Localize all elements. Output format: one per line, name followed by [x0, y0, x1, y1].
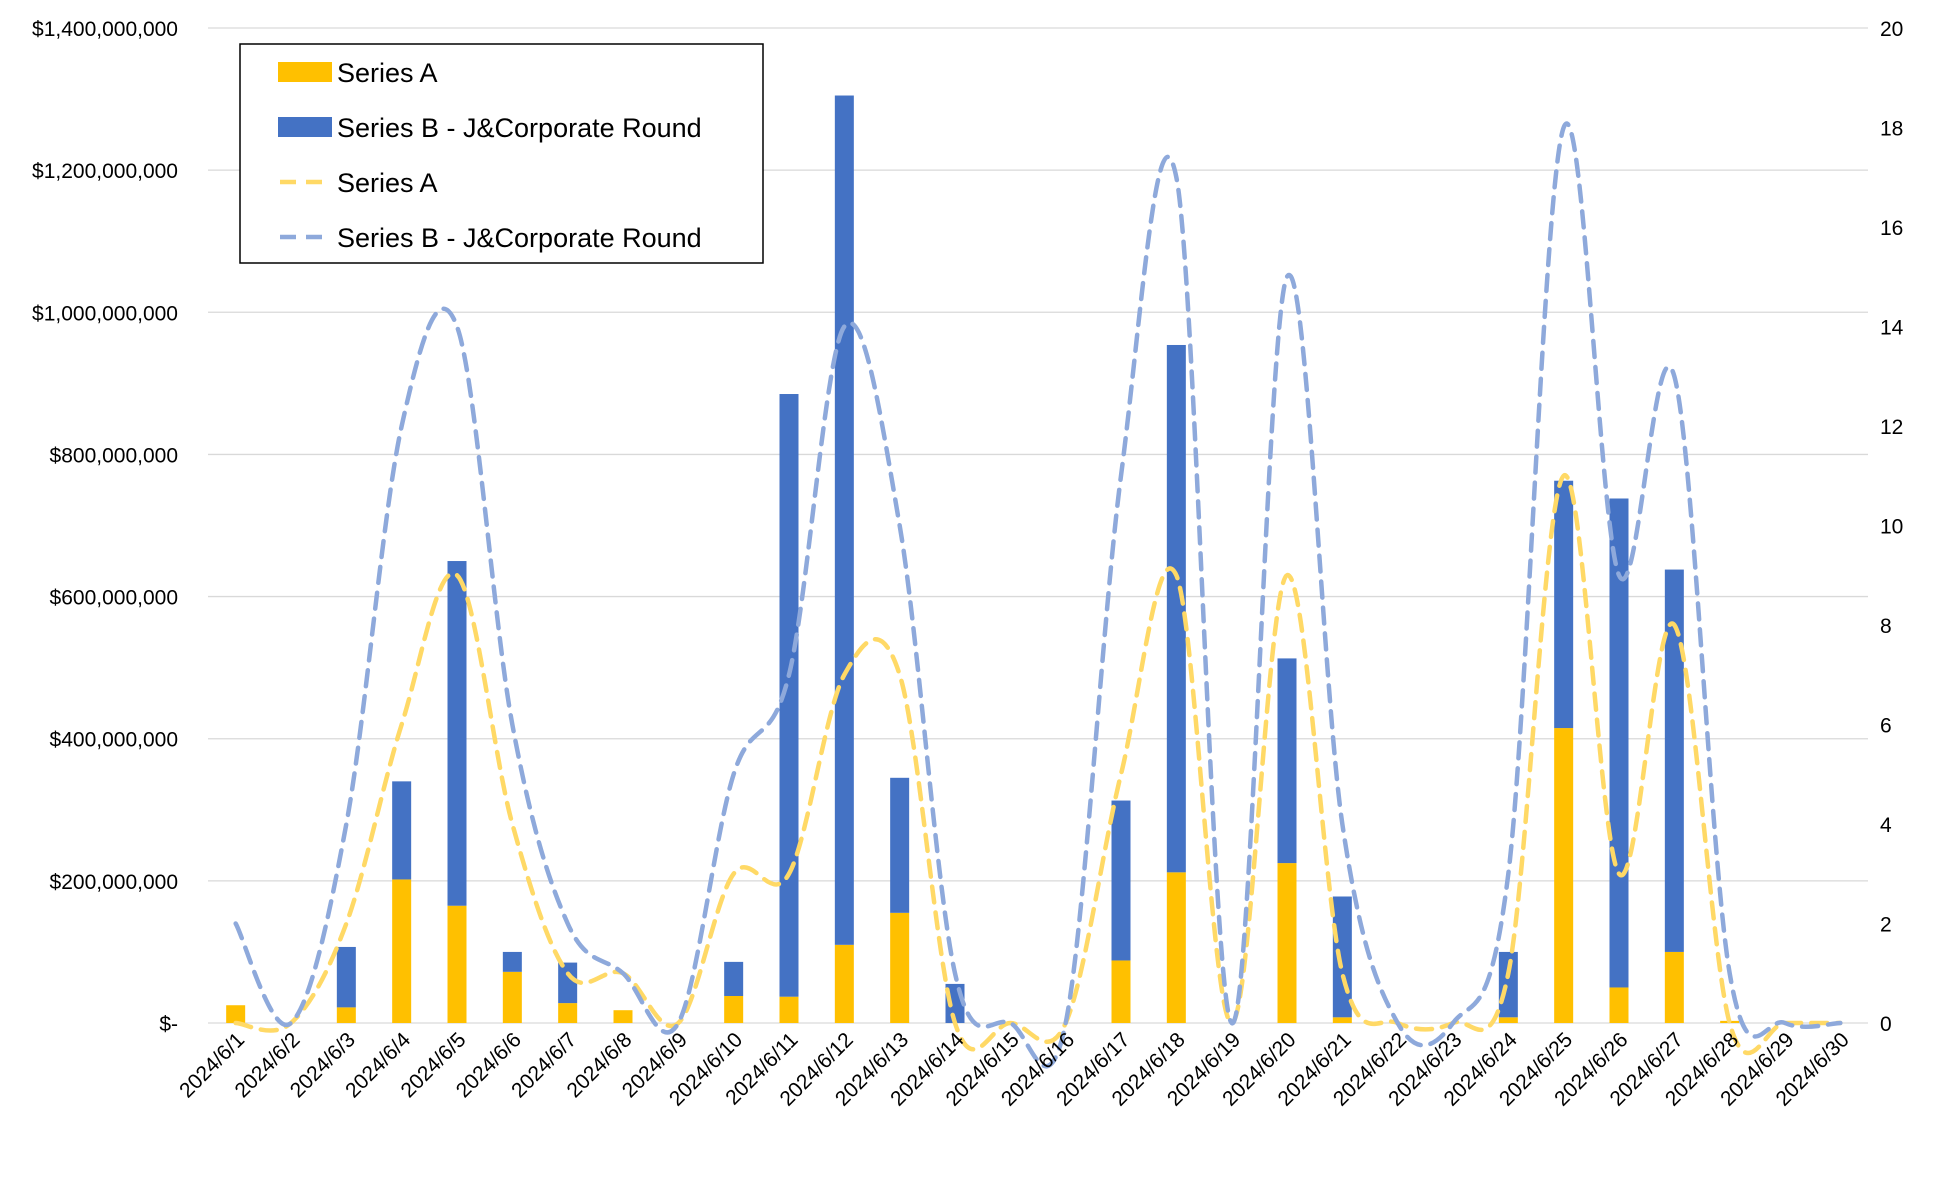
y-axis-right: 0 2 4 6 8 10 12 14 16 18 20 — [1880, 18, 1904, 1036]
bar — [1554, 728, 1574, 1023]
series-line — [233, 473, 1843, 1056]
y-left-tick-label: $600,000,000 — [50, 587, 178, 610]
bar — [1111, 800, 1131, 961]
bar — [1609, 987, 1629, 1023]
legend-swatch — [278, 62, 332, 82]
bar — [336, 1007, 356, 1023]
bar — [890, 777, 910, 913]
y-left-tick-label: $800,000,000 — [50, 444, 178, 467]
lines — [233, 121, 1843, 1069]
y-right-tick-label: 8 — [1880, 615, 1892, 638]
y-right-tick-label: 14 — [1880, 317, 1904, 340]
y-right-tick-label: 20 — [1880, 18, 1903, 41]
y-axis-left: $- $200,000,000 $400,000,000 $600,000,000 $8… — [32, 18, 178, 1036]
bar — [447, 905, 467, 1023]
bar — [1111, 960, 1131, 1023]
bar — [613, 1010, 633, 1023]
legend-label: Series A — [337, 168, 438, 198]
bar — [336, 946, 356, 1008]
bar — [558, 962, 578, 1004]
bar — [779, 996, 799, 1023]
bar — [834, 95, 854, 945]
legend-label: Series B - J&Corporate Round — [337, 223, 702, 253]
bar — [226, 1005, 246, 1023]
bar — [502, 971, 522, 1023]
bar — [1166, 872, 1186, 1023]
y-right-tick-label: 10 — [1880, 516, 1903, 539]
y-left-tick-label: $- — [159, 1013, 178, 1036]
bar — [392, 879, 412, 1023]
legend: Series A Series B - J&Corporate Round Seri… — [239, 43, 764, 264]
y-right-tick-label: 6 — [1880, 715, 1892, 738]
y-right-tick-label: 2 — [1880, 914, 1892, 937]
y-right-tick-label: 18 — [1880, 118, 1903, 141]
bar — [890, 912, 910, 1023]
bar — [1277, 863, 1297, 1023]
y-right-tick-label: 4 — [1880, 814, 1892, 837]
series-line — [233, 121, 1843, 1069]
y-right-tick-label: 0 — [1880, 1013, 1892, 1036]
bar — [724, 995, 744, 1023]
bar — [724, 961, 744, 996]
bar — [1664, 569, 1684, 952]
bar — [392, 781, 412, 880]
bar — [1166, 344, 1186, 873]
y-left-tick-label: $400,000,000 — [50, 729, 178, 752]
bar — [502, 951, 522, 972]
bar — [779, 394, 799, 997]
bar — [834, 944, 854, 1023]
y-left-tick-label: $1,000,000,000 — [32, 302, 178, 325]
bar — [1664, 951, 1684, 1023]
bar — [1498, 1017, 1518, 1023]
bar — [1554, 480, 1574, 729]
bars — [226, 95, 1740, 1023]
y-left-tick-label: $200,000,000 — [50, 871, 178, 894]
bar — [447, 561, 467, 906]
legend-label: Series B - J&Corporate Round — [337, 113, 702, 143]
x-axis: 2024/6/12024/6/22024/6/32024/6/42024/6/5… — [175, 1028, 1854, 1111]
bar — [1332, 896, 1352, 1018]
bar — [1277, 658, 1297, 864]
y-left-tick-label: $1,200,000,000 — [32, 160, 178, 183]
y-right-tick-label: 16 — [1880, 217, 1903, 240]
y-left-tick-label: $1,400,000,000 — [32, 18, 178, 41]
legend-swatch — [278, 117, 332, 137]
bar — [558, 1003, 578, 1023]
legend-label: Series A — [337, 58, 438, 88]
bar — [1332, 1017, 1352, 1023]
y-right-tick-label: 12 — [1880, 416, 1903, 439]
